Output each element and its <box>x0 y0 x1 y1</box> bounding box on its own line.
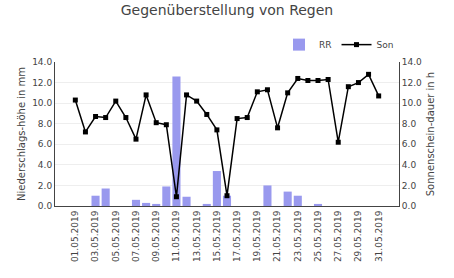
svg-text:23.05.2019: 23.05.2019 <box>293 210 303 262</box>
svg-text:14.0: 14.0 <box>402 57 422 67</box>
svg-text:09.05.2019: 09.05.2019 <box>151 210 161 262</box>
svg-text:Sonnenschein-dauer in h: Sonnenschein-dauer in h <box>425 72 436 196</box>
svg-text:17.05.2019: 17.05.2019 <box>232 210 242 262</box>
svg-text:8.0: 8.0 <box>38 119 53 129</box>
svg-text:27.05.2019: 27.05.2019 <box>333 210 343 262</box>
svg-text:RR: RR <box>319 40 332 50</box>
svg-text:31.05.2019: 31.05.2019 <box>374 210 384 262</box>
svg-text:10.0: 10.0 <box>32 98 52 108</box>
svg-text:6.0: 6.0 <box>402 139 417 149</box>
svg-text:8.0: 8.0 <box>402 119 417 129</box>
svg-text:2.0: 2.0 <box>38 181 53 191</box>
svg-text:12.0: 12.0 <box>32 78 52 88</box>
svg-text:0.0: 0.0 <box>38 201 53 211</box>
svg-text:12.0: 12.0 <box>402 78 422 88</box>
svg-text:4.0: 4.0 <box>38 160 53 170</box>
svg-text:10.0: 10.0 <box>402 98 422 108</box>
svg-text:2.0: 2.0 <box>402 181 417 191</box>
svg-text:19.05.2019: 19.05.2019 <box>252 210 262 262</box>
svg-text:11.05.2019: 11.05.2019 <box>171 210 181 262</box>
svg-text:05.05.2019: 05.05.2019 <box>111 210 121 262</box>
svg-text:4.0: 4.0 <box>402 160 417 170</box>
svg-text:0.0: 0.0 <box>402 201 417 211</box>
svg-text:15.05.2019: 15.05.2019 <box>212 210 222 262</box>
svg-text:29.05.2019: 29.05.2019 <box>353 210 363 262</box>
svg-text:25.05.2019: 25.05.2019 <box>313 210 323 262</box>
svg-text:13.05.2019: 13.05.2019 <box>192 210 202 262</box>
svg-text:Gegenüberstellung von Regen: Gegenüberstellung von Regen <box>121 2 333 18</box>
svg-text:01.05.2019: 01.05.2019 <box>70 210 80 262</box>
svg-text:6.0: 6.0 <box>38 139 53 149</box>
svg-text:07.05.2019: 07.05.2019 <box>131 210 141 262</box>
svg-text:Son: Son <box>377 40 394 50</box>
svg-text:21.05.2019: 21.05.2019 <box>272 210 282 262</box>
svg-text:03.05.2019: 03.05.2019 <box>90 210 100 262</box>
svg-text:14.0: 14.0 <box>32 57 52 67</box>
svg-text:Niederschlags-höhe in mm: Niederschlags-höhe in mm <box>16 67 27 201</box>
